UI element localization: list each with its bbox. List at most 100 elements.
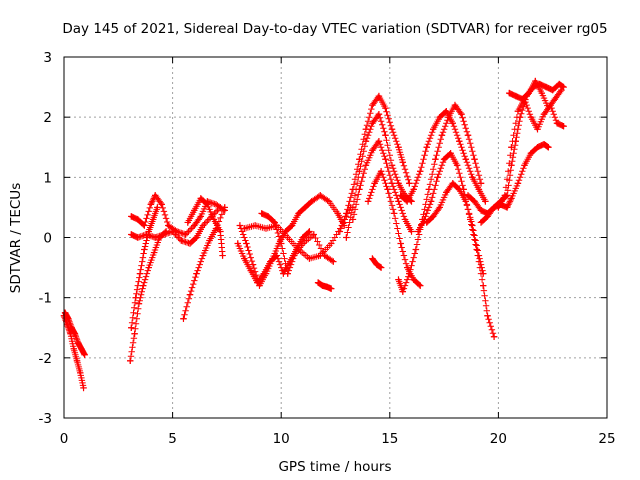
data-point xyxy=(284,234,291,241)
data-point xyxy=(128,213,135,220)
data-point xyxy=(477,207,485,214)
data-point xyxy=(406,180,413,187)
series-track-c xyxy=(128,204,161,331)
data-point xyxy=(417,168,424,175)
data-point xyxy=(210,216,218,223)
data-point xyxy=(449,180,456,187)
data-point xyxy=(299,234,307,241)
data-point xyxy=(61,309,69,316)
data-point xyxy=(310,231,317,238)
data-point xyxy=(482,198,489,205)
data-point xyxy=(131,330,138,337)
data-point xyxy=(447,150,454,157)
data-point xyxy=(154,204,161,211)
data-point xyxy=(464,192,472,199)
data-point xyxy=(182,231,189,238)
data-point xyxy=(514,107,522,115)
data-point xyxy=(432,156,439,163)
data-point xyxy=(401,216,409,223)
x-tick-label: 25 xyxy=(598,431,615,447)
data-point xyxy=(397,192,404,199)
data-point xyxy=(284,270,291,277)
data-point xyxy=(403,264,411,271)
data-point xyxy=(508,144,515,151)
data-point xyxy=(440,156,448,163)
x-tick-label: 15 xyxy=(381,431,398,447)
y-tick-label: 3 xyxy=(43,50,52,66)
data-point xyxy=(197,213,205,220)
data-point xyxy=(371,180,378,187)
data-point xyxy=(295,210,302,217)
data-point xyxy=(382,156,389,163)
data-point xyxy=(462,156,470,163)
data-point xyxy=(484,312,491,319)
data-point xyxy=(425,186,433,193)
data-point xyxy=(377,168,385,175)
data-point xyxy=(377,264,385,271)
data-point xyxy=(334,210,341,217)
series-track-s xyxy=(395,101,485,295)
data-point xyxy=(135,300,143,307)
data-point xyxy=(78,345,85,353)
data-point xyxy=(236,222,244,229)
data-point xyxy=(423,144,430,151)
data-point xyxy=(278,240,285,247)
data-point xyxy=(206,237,213,244)
data-point xyxy=(143,231,150,238)
data-point xyxy=(556,80,563,88)
data-point xyxy=(217,228,224,235)
data-point xyxy=(325,198,333,205)
data-point xyxy=(484,213,491,220)
data-point xyxy=(427,198,435,205)
data-point xyxy=(551,95,559,103)
data-point xyxy=(508,195,515,202)
data-point xyxy=(560,122,567,130)
data-point xyxy=(451,101,459,109)
data-point xyxy=(538,89,546,97)
data-point xyxy=(165,222,172,229)
data-point xyxy=(219,252,226,259)
data-point xyxy=(369,255,376,262)
data-point xyxy=(241,225,248,232)
data-point xyxy=(471,198,478,205)
data-point xyxy=(443,189,450,196)
data-point xyxy=(395,276,402,283)
data-point xyxy=(540,110,548,118)
data-point xyxy=(375,92,383,100)
x-tick-label: 0 xyxy=(60,431,69,447)
data-point xyxy=(81,351,88,359)
data-point xyxy=(534,144,541,151)
data-point xyxy=(527,113,535,121)
series-track-b xyxy=(61,309,88,359)
data-point xyxy=(388,126,396,133)
data-point xyxy=(412,246,420,253)
data-point xyxy=(262,225,270,232)
data-point xyxy=(395,180,402,187)
data-point xyxy=(477,219,485,226)
data-point xyxy=(212,201,220,208)
data-point xyxy=(349,216,357,223)
data-point xyxy=(534,126,541,133)
data-point xyxy=(479,282,487,289)
data-point xyxy=(321,252,328,259)
data-point xyxy=(477,180,485,187)
data-point xyxy=(128,324,135,331)
data-point xyxy=(249,261,257,268)
data-point xyxy=(71,330,79,337)
data-point xyxy=(169,228,176,235)
data-point xyxy=(141,222,148,229)
data-point xyxy=(527,150,535,157)
y-tick-label: 0 xyxy=(43,231,52,247)
data-point xyxy=(145,264,152,271)
data-point xyxy=(423,219,430,226)
data-point xyxy=(436,113,443,121)
data-point xyxy=(475,186,483,193)
data-point xyxy=(458,110,465,118)
data-point xyxy=(545,144,552,151)
data-point xyxy=(384,186,391,193)
data-point xyxy=(186,240,194,247)
data-point xyxy=(495,204,502,211)
data-point xyxy=(382,104,389,112)
